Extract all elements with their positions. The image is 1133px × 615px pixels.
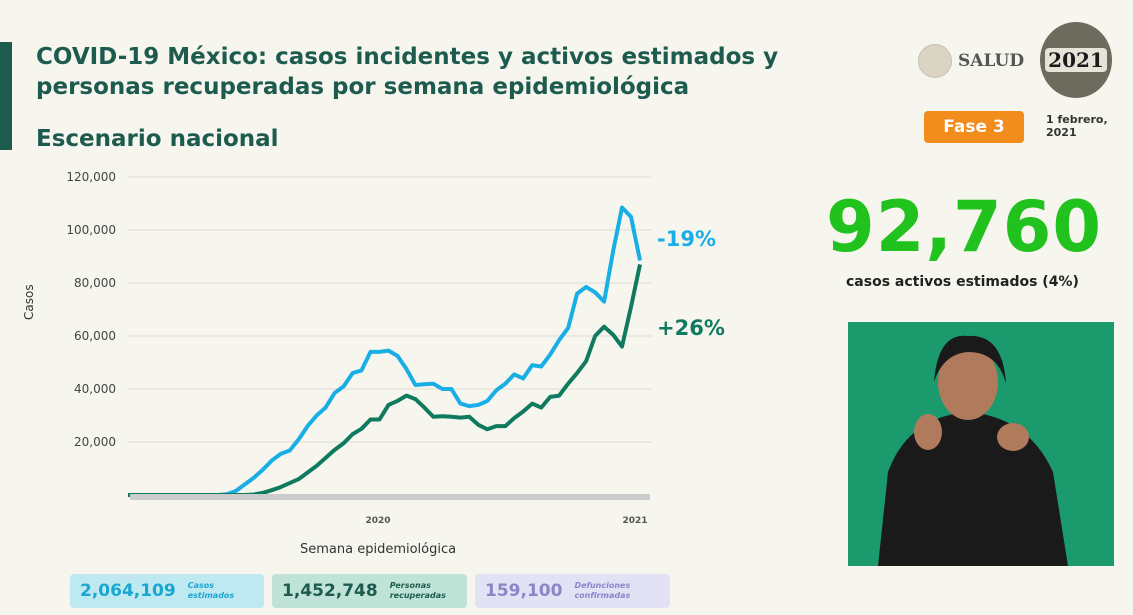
x-axis-title: Semana epidemiológica [300, 542, 457, 557]
y-tick-label: 120,000 [66, 170, 116, 184]
series-line-1 [128, 263, 642, 497]
y-tick-label: 100,000 [66, 223, 116, 237]
salud-logo: SALUD [918, 44, 1024, 78]
stat-label: Casos estimados [187, 581, 235, 600]
seal-icon [918, 44, 952, 78]
active-cases-label: casos activos estimados (4%) [846, 274, 1079, 290]
stat-recovered: 1,452,748 Personas recuperadas [272, 574, 467, 608]
line-chart: 20,000 40,000 60,000 80,000 100,000 120,000 2… [66, 170, 652, 526]
page-title: COVID-19 México: casos incidentes y acti… [36, 44, 779, 100]
y-tick-label: 40,000 [74, 382, 116, 396]
active-cases-value: 92,760 [826, 186, 1103, 268]
page-subtitle: Escenario nacional [36, 126, 279, 152]
salud-logo-text: SALUD [958, 51, 1025, 71]
date-label: 1 febrero, 2021 [1046, 113, 1108, 139]
stat-deaths: 159,100 Defunciones confirmadas [475, 574, 670, 608]
logo-2021-text: 2021 [1045, 48, 1107, 72]
stat-value: 159,100 [485, 581, 563, 601]
year-2021-logo: 2021 [1040, 22, 1112, 98]
sign-language-video [848, 322, 1114, 566]
y-tick-label: 80,000 [74, 276, 116, 290]
y-tick-label: 60,000 [74, 329, 116, 343]
annotation-active-change: +26% [657, 316, 725, 340]
stat-estimated-cases: 2,064,109 Casos estimados [70, 574, 264, 608]
stat-value: 2,064,109 [80, 581, 176, 601]
stat-label: Defunciones confirmadas [574, 581, 631, 600]
y-tick-label: 20,000 [74, 435, 116, 449]
interpreter-figure [878, 335, 1068, 566]
stat-value: 1,452,748 [282, 581, 378, 601]
stat-label: Personas recuperadas [389, 581, 446, 600]
annotation-estimated-change: -19% [657, 227, 716, 251]
accent-bar [0, 42, 12, 150]
phase-badge: Fase 3 [924, 111, 1024, 143]
series-line-0 [128, 205, 642, 497]
y-axis-title: Casos [22, 284, 36, 320]
x-year-label-2021: 2021 [622, 516, 647, 526]
x-year-label-2020: 2020 [365, 516, 390, 526]
